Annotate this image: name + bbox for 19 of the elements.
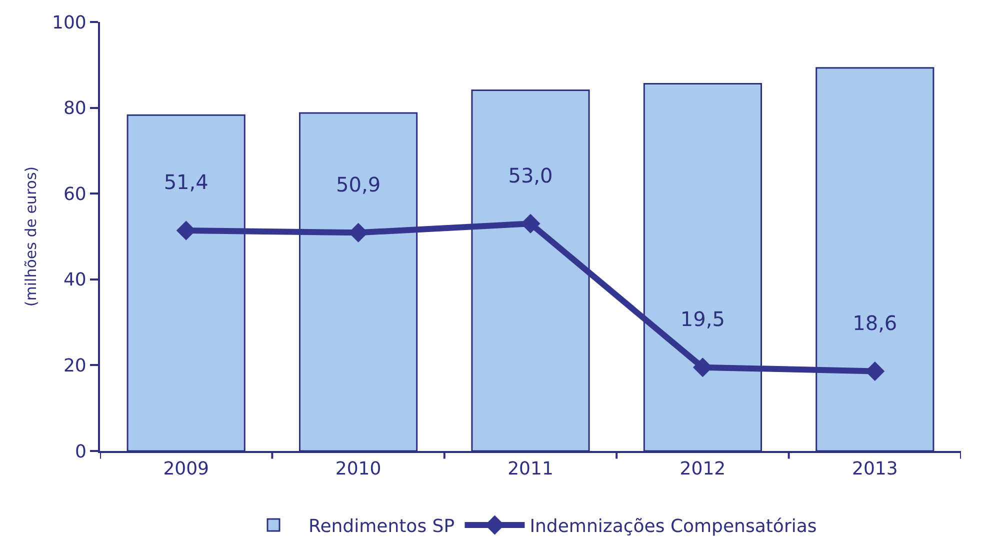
x-tick-label: 2011 [508,458,554,480]
legend-label: Indemnizações Compensatórias [530,516,817,537]
y-tick-label: 80 [63,98,86,120]
data-label: 19,5 [680,306,725,331]
y-tick-label: 60 [63,184,86,205]
y-tick-label: 40 [63,270,86,291]
y-axis-title: (milhões de euros) [22,166,40,307]
y-tick-label: 0 [74,441,86,462]
data-label: 51,4 [164,170,208,194]
x-tick-label: 2009 [163,458,210,480]
x-tick-label: 2010 [335,458,382,480]
data-label: 18,6 [852,310,898,335]
y-tick-label: 20 [63,356,86,376]
data-label: 50,9 [336,172,381,196]
data-label: 53,0 [508,163,553,188]
x-tick-label: 2013 [852,458,898,480]
x-tick-label: 2012 [680,458,726,480]
legend-label: Rendimentos SP [308,516,455,537]
y-tick-label: 100 [52,12,86,34]
